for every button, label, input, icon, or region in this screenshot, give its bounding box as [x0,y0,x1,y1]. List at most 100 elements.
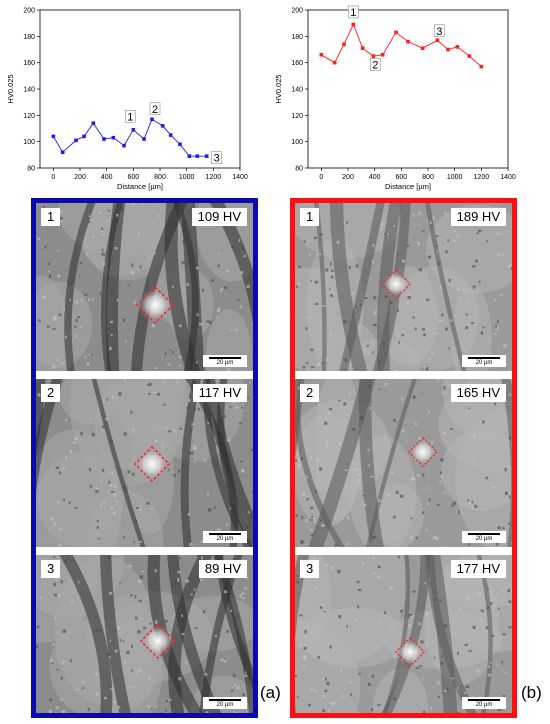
scale-bar-label: 20 µm [475,536,493,542]
speckle [371,708,374,712]
speckle [303,646,307,650]
speckle [53,582,56,587]
speckle [346,625,348,628]
data-point [82,134,86,139]
speckle [112,642,115,644]
speckle [223,415,226,418]
speckle [372,351,374,354]
speckle [507,522,510,526]
speckle [174,602,177,606]
speckle [343,402,347,406]
speckle [359,303,363,306]
speckle [497,526,501,530]
speckle [409,613,413,616]
speckle [329,645,332,649]
speckle [230,494,233,497]
speckle [316,458,319,463]
speckle [418,268,423,272]
y-tick-label: 160 [291,60,303,67]
speckle [53,522,56,526]
image-number: 2 [41,384,61,402]
speckle [114,247,118,250]
speckle [351,292,355,295]
speckle [433,656,436,659]
speckle [407,301,409,305]
speckle [165,620,168,623]
speckle [214,421,217,425]
speckle [181,261,185,265]
speckle [350,693,352,697]
speckle [102,262,106,266]
speckle [127,470,131,474]
annotation-box [211,151,222,164]
annotation-box [348,5,359,19]
speckle [161,444,164,448]
speckle [486,606,490,610]
scale-bar: 20 µm [203,531,247,543]
speckle [105,417,109,421]
speckle [227,368,231,371]
speckle [325,445,328,450]
speckle [508,264,512,268]
speckle [142,203,145,206]
speckle [104,696,108,700]
speckle [468,407,471,410]
speckle [378,499,382,502]
speckle [108,346,112,350]
speckle [110,491,115,493]
speckle [367,449,370,452]
speckle [119,582,121,585]
speckle [80,298,83,303]
speckle [364,297,368,300]
speckle [305,519,308,523]
speckle [295,459,297,463]
speckle [91,432,95,436]
speckle [238,239,241,243]
speckle [393,418,396,422]
speckle [488,665,490,669]
speckle [247,396,249,400]
speckle [60,580,63,584]
speckle [372,536,376,539]
speckle [172,350,174,354]
speckle [412,590,416,593]
annotation-label: 1 [350,7,356,19]
grain-region [371,483,424,547]
speckle [185,579,189,583]
speckle [331,294,333,298]
speckle [188,398,191,403]
hardness-plot-a: 80 100 120 140 160 180 200 0 200 400 600 800 1000 120… [6,8,248,192]
speckle [61,709,65,713]
speckle [480,611,483,614]
speckle [314,280,319,284]
speckle [326,250,329,253]
speckle [61,219,63,222]
speckle [311,515,314,519]
speckle [457,712,461,713]
speckle [85,252,88,256]
speckle [472,625,476,630]
speckle [102,428,104,432]
speckle [147,384,149,386]
speckle [412,395,416,399]
speckle [131,669,133,672]
hardness-value: 89 HV [198,560,247,578]
speckle [425,611,430,615]
speckle [236,686,240,689]
speckle [429,221,432,225]
speckle [447,239,450,242]
speckle [425,529,428,532]
speckle [236,501,239,504]
speckle [298,265,301,268]
speckle [435,245,438,247]
scale-bar: 20 µm [462,355,506,367]
x-tick-label: 1000 [447,174,463,181]
speckle [303,655,306,659]
speckle [493,333,497,335]
speckle [48,709,53,713]
speckle [52,327,56,330]
speckle [339,670,343,672]
data-point [360,46,365,50]
speckle [136,507,140,509]
speckle [138,540,142,543]
